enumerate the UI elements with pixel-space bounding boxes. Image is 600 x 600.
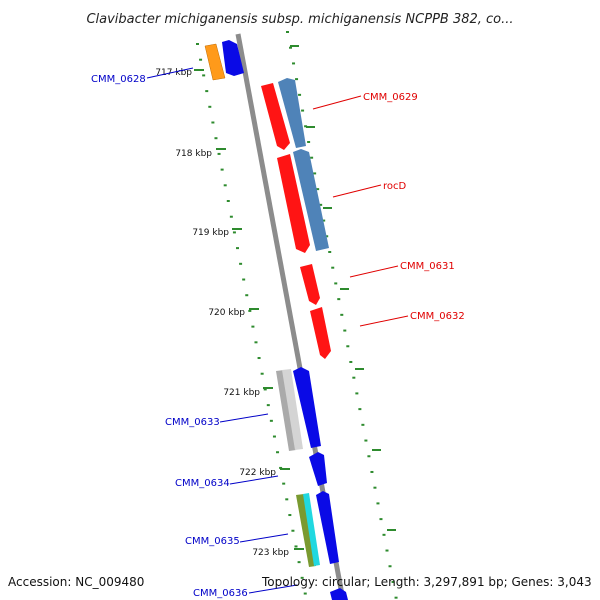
gene-features [204, 40, 348, 600]
tick-label-718: 718 kbp [175, 149, 212, 159]
gene-label-rocd[interactable]: rocD [383, 181, 407, 192]
gene-arrow-cmm-0628[interactable] [222, 40, 244, 76]
gene-arrow-cmm-0628-orange[interactable] [204, 43, 226, 81]
tick-label-717: 717 kbp [155, 68, 192, 78]
accession-text: Accession: NC_009480 [8, 575, 144, 589]
gene-label-cmm-0636[interactable]: CMM_0636 [193, 588, 248, 599]
gene-labels: CMM_0628 CMM_0629 rocD CMM_0631 CMM_0632… [91, 74, 465, 599]
tick-label-723: 723 kbp [252, 548, 289, 558]
leader-rocd [332, 184, 382, 198]
inner-dotted-ruler [196, 43, 307, 595]
leader-cmm-0631 [349, 265, 399, 278]
gene-label-cmm-0631[interactable]: CMM_0631 [400, 261, 455, 272]
map-title: Clavibacter michiganensis subsp. michiga… [86, 12, 513, 27]
gene-label-cmm-0628[interactable]: CMM_0628 [91, 74, 146, 85]
gene-label-cmm-0629[interactable]: CMM_0629 [363, 92, 418, 103]
tick-label-720: 720 kbp [208, 308, 245, 318]
gene-arrow-cmm-0635[interactable] [316, 491, 339, 564]
gene-arrow-rocd-blue[interactable] [293, 149, 329, 251]
gene-arrow-cmm-0631[interactable] [300, 264, 320, 305]
kbp-ticks: 717 kbp 718 kbp 719 kbp 720 kbp 721 kbp … [155, 45, 396, 558]
gene-arrow-cmm-0635-cyan[interactable] [303, 493, 320, 566]
gene-arrow-cmm-0633[interactable] [293, 367, 321, 448]
tick-label-721: 721 kbp [223, 388, 260, 398]
gene-arrow-cmm-0635-olive[interactable] [296, 494, 316, 567]
gene-arrow-cmm-0633-gray-dark[interactable] [276, 370, 296, 451]
leader-cmm-0632 [359, 315, 409, 327]
gene-label-cmm-0633[interactable]: CMM_0633 [165, 417, 220, 428]
gene-arrow-rocd[interactable] [277, 154, 310, 253]
gene-arrow-cmm-0633-gray[interactable] [282, 369, 303, 450]
label-leaders [146, 67, 409, 594]
leader-cmm-0628 [146, 67, 194, 79]
leader-cmm-0636 [248, 584, 298, 594]
gene-arrow-cmm-0629-blue[interactable] [278, 78, 306, 148]
gene-arrow-cmm-0632[interactable] [310, 307, 331, 359]
tick-label-722: 722 kbp [239, 468, 276, 478]
leader-cmm-0633 [219, 413, 269, 423]
gene-label-cmm-0635[interactable]: CMM_0635 [185, 536, 240, 547]
leader-cmm-0634 [229, 475, 279, 485]
gene-label-cmm-0632[interactable]: CMM_0632 [410, 311, 465, 322]
gene-arrow-cmm-0629[interactable] [261, 83, 290, 150]
leader-cmm-0635 [239, 533, 289, 543]
topology-summary: Topology: circular; Length: 3,297,891 bp… [261, 575, 592, 589]
gene-label-cmm-0634[interactable]: CMM_0634 [175, 478, 230, 489]
leader-cmm-0629 [312, 95, 362, 110]
gene-arrow-cmm-0634[interactable] [309, 452, 327, 486]
gene-arrow-cmm-0636[interactable] [330, 588, 348, 600]
tick-label-719: 719 kbp [192, 228, 229, 238]
